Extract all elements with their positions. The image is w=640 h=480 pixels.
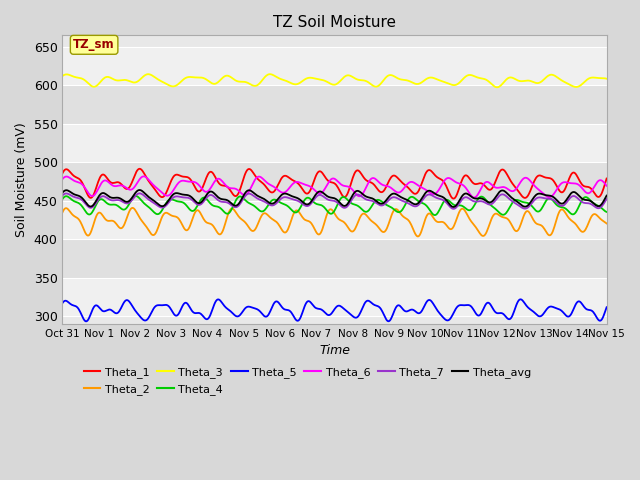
Bar xyxy=(63,124,607,162)
Bar xyxy=(63,239,607,278)
Bar xyxy=(63,47,607,85)
Y-axis label: Soil Moisture (mV): Soil Moisture (mV) xyxy=(15,122,28,237)
Legend: Theta_1, Theta_2, Theta_3, Theta_4, Theta_5, Theta_6, Theta_7, Theta_avg: Theta_1, Theta_2, Theta_3, Theta_4, Thet… xyxy=(79,363,536,399)
Text: TZ_sm: TZ_sm xyxy=(74,38,115,51)
X-axis label: Time: Time xyxy=(319,344,350,357)
Bar xyxy=(63,201,607,239)
Bar xyxy=(63,162,607,201)
Bar xyxy=(63,278,607,316)
Title: TZ Soil Moisture: TZ Soil Moisture xyxy=(273,15,396,30)
Bar xyxy=(63,85,607,124)
